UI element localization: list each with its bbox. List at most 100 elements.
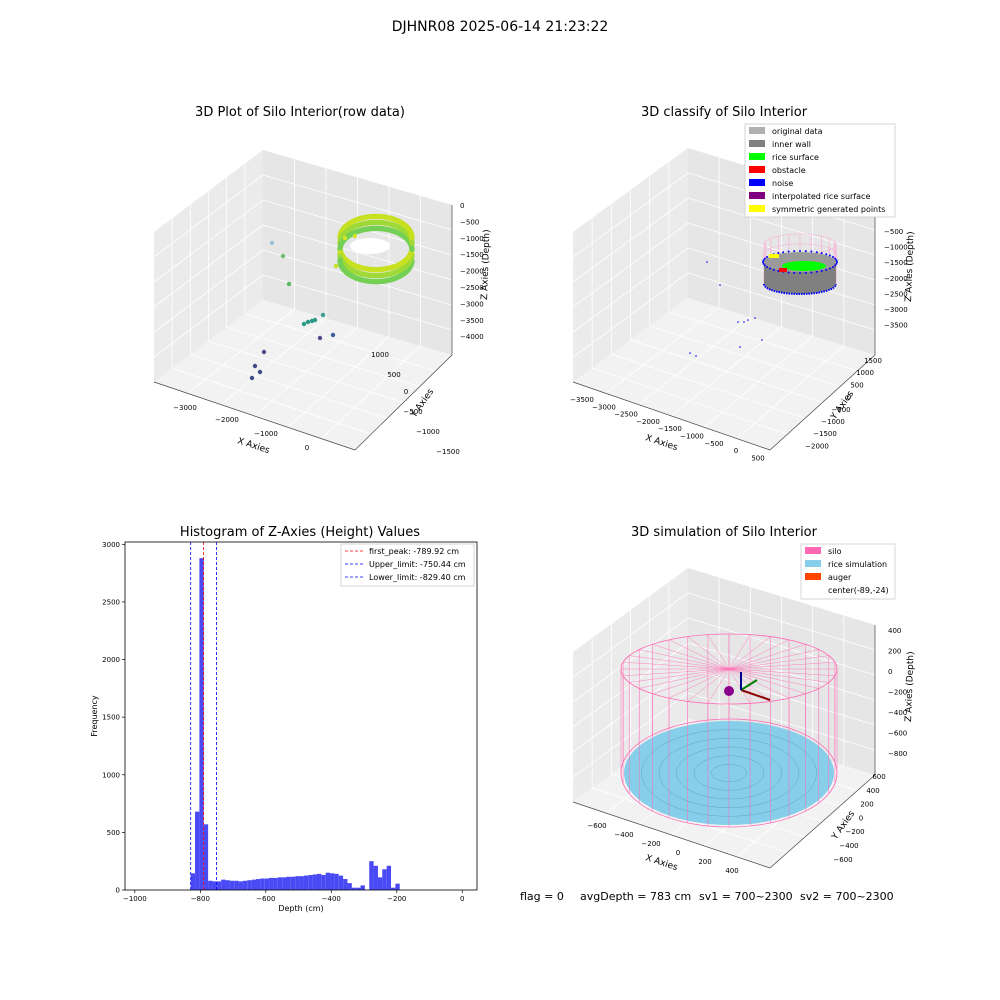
gridline bbox=[769, 354, 876, 451]
raw-point bbox=[261, 349, 267, 355]
center-marker bbox=[724, 686, 734, 696]
noise-point bbox=[754, 317, 756, 319]
z-tick-label: −200 bbox=[888, 689, 907, 697]
silo-roof-line bbox=[728, 668, 751, 704]
y-tick-label: 200 bbox=[860, 801, 873, 809]
legend-label: original data bbox=[772, 127, 823, 136]
silo-roof-line bbox=[707, 634, 730, 670]
histogram-bar bbox=[343, 879, 348, 890]
panel2-title: 3D classify of Silo Interior bbox=[641, 105, 808, 120]
histogram-bar bbox=[316, 873, 322, 890]
histogram-bar bbox=[269, 877, 274, 890]
noise-point bbox=[815, 270, 818, 273]
raw-point bbox=[249, 375, 255, 381]
rice-surface-points bbox=[782, 261, 826, 271]
silo-ring bbox=[763, 233, 837, 255]
z-tick-label: −2000 bbox=[884, 275, 908, 283]
histogram-x-ticks: −1000 −800 −600 −400 −200 0 bbox=[123, 890, 464, 903]
noise-point bbox=[799, 272, 801, 274]
panel2-xlabel: X Axies bbox=[644, 433, 679, 453]
footer-status: flag = 0 avgDepth = 783 cm sv1 = 700~230… bbox=[520, 890, 894, 903]
histogram-bar bbox=[282, 877, 287, 890]
panel1-zlabel: Z Axies (Depth) bbox=[480, 229, 492, 300]
y-tick-label: −500 bbox=[831, 406, 850, 414]
legend-swatch bbox=[749, 140, 765, 147]
noise-point bbox=[743, 321, 745, 323]
histogram-bar bbox=[373, 865, 378, 890]
z-tick-label: 400 bbox=[888, 627, 901, 635]
legend-swatch bbox=[749, 127, 765, 134]
gridline bbox=[572, 381, 771, 451]
histogram-bar bbox=[264, 878, 270, 890]
silo-roof-line bbox=[629, 655, 730, 670]
silo-ring bbox=[763, 243, 837, 265]
raw-point bbox=[333, 263, 339, 269]
x-tick-label: −200 bbox=[387, 895, 406, 903]
noise-point bbox=[737, 321, 739, 323]
histogram-bar bbox=[195, 811, 200, 890]
z-tick-label: −2500 bbox=[460, 284, 484, 292]
noise-point bbox=[777, 269, 780, 272]
histogram-bar bbox=[330, 873, 335, 890]
panel4-y-ticks: 600 400 200 0 −200 −400 −600 bbox=[833, 773, 885, 864]
z-tick-label: −1000 bbox=[884, 244, 908, 252]
noise-point bbox=[761, 339, 763, 341]
histogram-bar bbox=[199, 558, 204, 890]
y-tick-label: 400 bbox=[866, 787, 879, 795]
panel-raw-3d: 3D Plot of Silo Interior(row data) −3000… bbox=[153, 105, 492, 456]
x-tick-label: −400 bbox=[322, 895, 341, 903]
histogram-bar bbox=[216, 881, 222, 890]
panel2-z-ticks: −500 −1000 −1500 −2000 −2500 −3000 −3500 bbox=[884, 228, 908, 330]
silo-roof-line bbox=[728, 636, 771, 670]
noise-point bbox=[804, 250, 807, 253]
silo-roof-line bbox=[728, 668, 819, 689]
panel-histogram: Histogram of Z-Axies (Height) Values −10… bbox=[90, 525, 478, 913]
y-tick-label: 0 bbox=[847, 394, 851, 402]
silo-roof-line bbox=[652, 668, 730, 694]
histogram-bar bbox=[208, 880, 213, 890]
raw-point bbox=[257, 369, 263, 375]
noise-point bbox=[782, 251, 785, 254]
raw-point bbox=[409, 234, 415, 241]
z-tick-label: −2000 bbox=[460, 268, 484, 276]
legend-label: noise bbox=[772, 179, 793, 188]
noise-point bbox=[747, 319, 749, 321]
histogram-bar bbox=[290, 876, 296, 890]
silo-roof-line bbox=[728, 634, 751, 670]
histogram-bar bbox=[190, 873, 196, 890]
histogram-bar bbox=[347, 883, 352, 890]
noise-point bbox=[804, 271, 807, 274]
legend-swatch bbox=[749, 153, 765, 160]
histogram-bars bbox=[190, 558, 400, 890]
footer-sv2: sv2 = 700~2300 bbox=[800, 890, 894, 903]
silo-roof-line bbox=[728, 662, 835, 670]
raw-point bbox=[286, 281, 292, 287]
histogram-bar bbox=[260, 878, 265, 890]
footer-sv1: sv1 = 700~2300 bbox=[699, 890, 793, 903]
noise-point bbox=[787, 250, 790, 253]
noise-point bbox=[836, 261, 838, 263]
x-tick-label: 0 bbox=[676, 849, 680, 857]
silo-roof-line bbox=[728, 668, 829, 683]
noise-point bbox=[835, 262, 838, 265]
gridline bbox=[153, 174, 264, 258]
noise-point bbox=[772, 268, 775, 271]
silo-roof-line bbox=[707, 668, 730, 704]
z-tick-label: −1500 bbox=[884, 259, 908, 267]
histogram-bar bbox=[360, 885, 365, 890]
silo-roof-line bbox=[728, 668, 790, 699]
legend-label: obstacle bbox=[772, 166, 806, 175]
legend-label: Lower_limit: -829.40 cm bbox=[369, 573, 466, 582]
noise-point bbox=[828, 267, 831, 270]
histogram-bar bbox=[382, 869, 387, 890]
noise-point bbox=[834, 257, 837, 260]
silo-roof-line bbox=[639, 668, 730, 689]
legend-swatch bbox=[805, 573, 821, 580]
legend-swatch bbox=[749, 192, 765, 199]
histogram-bar bbox=[203, 824, 209, 890]
x-tick-label: −3000 bbox=[173, 404, 197, 412]
noise-point bbox=[820, 269, 823, 272]
noise-point bbox=[706, 261, 708, 263]
noise-point bbox=[777, 252, 780, 255]
